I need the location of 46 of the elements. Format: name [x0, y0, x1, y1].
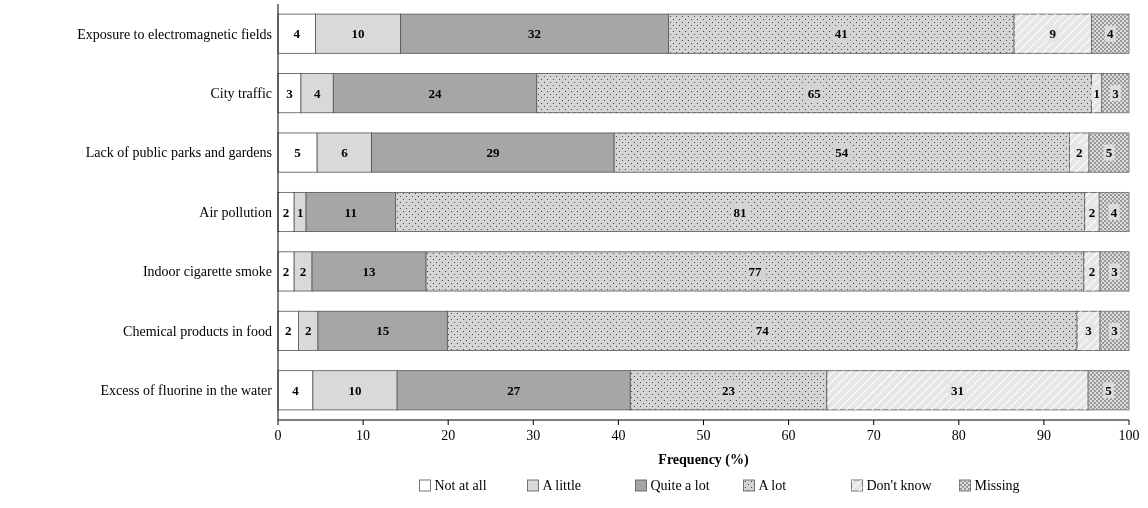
x-tick-label: 40	[611, 428, 626, 443]
y-tick-label: Air pollution	[199, 204, 272, 220]
data-label: 2	[282, 263, 290, 279]
data-label: 11	[344, 204, 357, 220]
x-tick-label: 90	[1036, 428, 1051, 443]
y-tick-label: Lack of public parks and gardens	[85, 145, 272, 161]
x-tick-label: 20	[441, 428, 456, 443]
y-tick-label: Excess of fluorine in the water	[100, 383, 273, 399]
x-tick-label: 60	[781, 428, 796, 443]
data-label: 2	[282, 204, 290, 220]
data-label: 4	[292, 382, 300, 398]
data-label: 4	[293, 26, 301, 42]
data-label: 1	[296, 204, 304, 220]
data-label: 2	[284, 323, 292, 339]
data-label: 24	[428, 85, 443, 101]
x-tick-label: 0	[274, 428, 282, 443]
data-label: 29	[486, 145, 500, 161]
x-tick-label: 10	[356, 428, 371, 443]
x-tick-label: 80	[951, 428, 966, 443]
data-label: 2	[299, 263, 307, 279]
legend-label: Missing	[974, 478, 1020, 493]
data-label: 13	[362, 263, 377, 279]
data-label: 32	[528, 26, 542, 42]
legend-label: Not at all	[434, 478, 487, 493]
y-tick-label: City traffic	[210, 86, 272, 102]
x-tick-label: 100	[1118, 428, 1140, 443]
data-label: 10	[348, 382, 362, 398]
legend-label: A lot	[758, 478, 787, 493]
data-label: 3	[286, 85, 294, 101]
x-tick-label: 70	[866, 428, 881, 443]
legend-label: Don't know	[866, 478, 933, 493]
y-tick-label: Chemical products in food	[123, 323, 272, 339]
data-label: 15	[376, 323, 390, 339]
x-axis-title: Frequency (%)	[658, 452, 749, 468]
data-label: 27	[507, 382, 521, 398]
legend-label: A little	[542, 478, 581, 493]
legend-label: Quite a lot	[650, 478, 710, 493]
data-label: 2	[304, 323, 312, 339]
y-tick-label: Indoor cigarette smoke	[142, 264, 272, 280]
x-tick-label: 30	[526, 428, 541, 443]
y-tick-label: Exposure to electromagnetic fields	[77, 26, 272, 42]
data-label: 6	[341, 145, 349, 161]
data-label: 10	[351, 26, 365, 42]
data-label: 4	[313, 85, 321, 101]
x-tick-label: 50	[696, 428, 711, 443]
data-label: 5	[294, 145, 302, 161]
